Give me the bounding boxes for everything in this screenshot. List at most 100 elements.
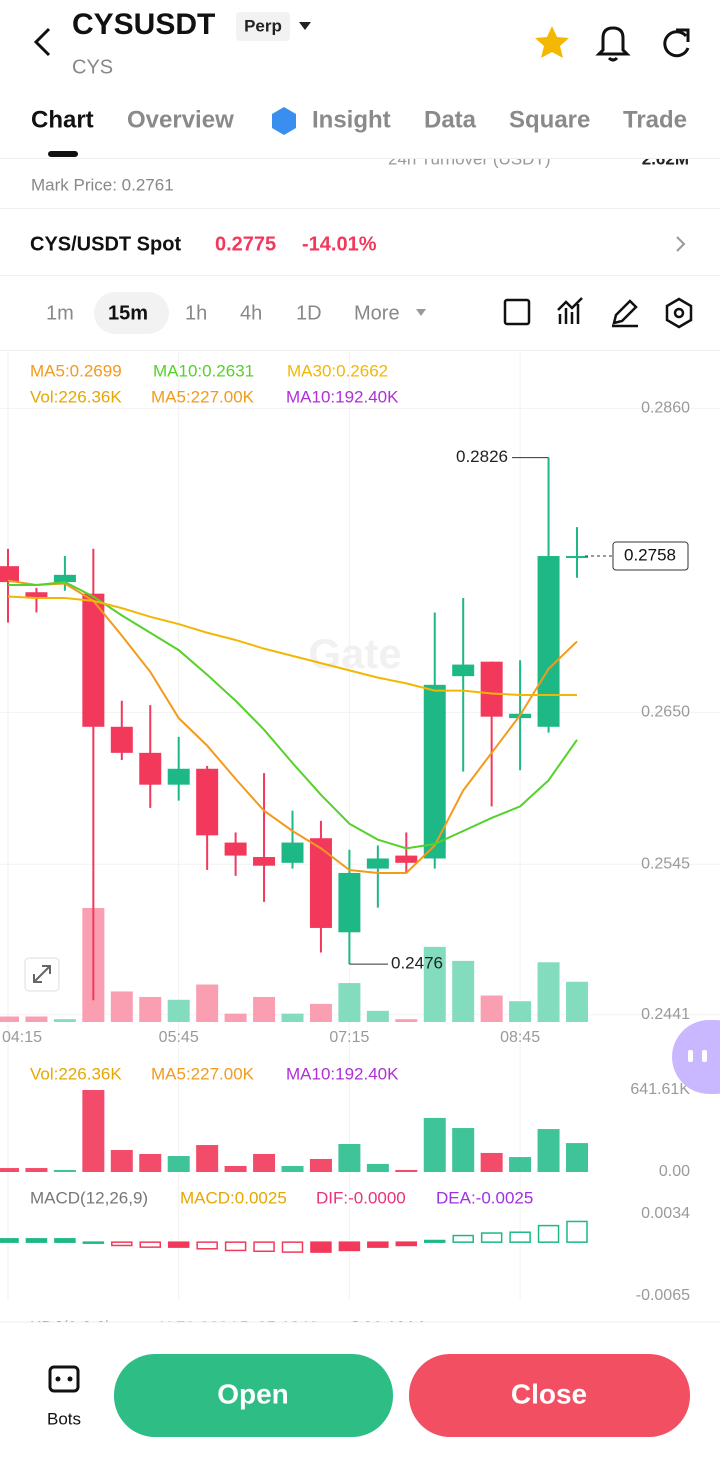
candle-body <box>82 593 105 727</box>
legend-text: DIF:-0.0000 <box>316 1188 406 1207</box>
macd-bar <box>82 1241 105 1244</box>
last-price-box <box>612 541 689 571</box>
bots-eye <box>55 1376 61 1382</box>
legend-text: MACD(12,26,9) <box>30 1188 148 1207</box>
volume-bar <box>167 1156 190 1172</box>
favorite-star[interactable] <box>535 26 569 58</box>
volume-bar <box>110 1150 133 1172</box>
expand-icon <box>33 965 51 983</box>
close-button[interactable] <box>409 1354 690 1437</box>
candle-body <box>53 574 76 583</box>
candle-body <box>423 684 446 859</box>
interval[interactable]: 1m <box>46 302 74 324</box>
volume-overlay-bar <box>338 983 361 1022</box>
volume-overlay-bar <box>167 999 190 1022</box>
perp-badge[interactable] <box>236 12 290 41</box>
volume-bar <box>53 1169 76 1172</box>
volume-bar <box>338 1144 361 1172</box>
macd-bar <box>566 1220 588 1243</box>
tab[interactable]: Data <box>424 106 477 133</box>
last-price: 0.2758 <box>624 546 676 565</box>
open-button[interactable] <box>114 1354 393 1437</box>
bots-label[interactable]: Bots <box>47 1409 81 1428</box>
legend-text: MA30:0.2662 <box>287 361 388 380</box>
bubble-eye <box>688 1050 693 1062</box>
tab[interactable]: Square <box>509 106 590 133</box>
macd-bar <box>25 1238 48 1243</box>
tab[interactable]: Insight <box>312 106 391 133</box>
candle-body <box>452 664 475 677</box>
bots-icon[interactable] <box>48 1365 80 1393</box>
legend-text: MA10:192.40K <box>286 1064 399 1083</box>
legend-text: MA5:0.2699 <box>30 361 122 380</box>
volume-bar <box>566 1143 588 1172</box>
candle-body <box>366 858 389 869</box>
candle-body <box>480 661 503 717</box>
volume-overlay-bar <box>480 995 503 1022</box>
interval[interactable]: 4h <box>240 302 262 324</box>
chevron[interactable] <box>676 236 686 252</box>
ma-line <box>7 579 578 874</box>
interval[interactable]: 1D <box>296 302 322 324</box>
low-label: 0.2476 <box>391 954 443 973</box>
macd-bar <box>367 1241 389 1248</box>
volume-bar <box>509 1157 532 1172</box>
indicator-icon[interactable] <box>557 297 583 324</box>
insight-icon <box>272 107 296 135</box>
bots-eye <box>67 1376 73 1382</box>
macd-bar <box>509 1231 531 1243</box>
alert-bell[interactable] <box>595 26 631 62</box>
volume-bar <box>281 1165 304 1172</box>
volume-overlay-bar <box>423 946 446 1022</box>
tab-underline <box>48 151 78 157</box>
macd-bar <box>253 1241 275 1253</box>
bubble-eye <box>702 1050 707 1062</box>
macd-bar <box>0 1238 19 1243</box>
candle-body <box>338 872 361 933</box>
draw-icon[interactable] <box>612 299 638 328</box>
assistant-bubble[interactable] <box>672 1020 720 1094</box>
perp-text: Perp <box>244 16 282 35</box>
settings-icon-core <box>673 307 685 319</box>
interval[interactable]: 15m <box>108 302 148 324</box>
close-label: Close <box>511 1378 587 1409</box>
volume-bar <box>395 1169 418 1172</box>
volume-overlay-bar <box>196 984 219 1022</box>
volume-bar <box>139 1153 162 1172</box>
volume-overlay-bar <box>309 1003 332 1022</box>
volume-overlay-bar <box>509 1001 532 1022</box>
macd-bar <box>338 1241 361 1252</box>
settings-icon[interactable] <box>665 297 693 329</box>
ma-line <box>7 595 577 696</box>
macd-bar <box>537 1224 560 1243</box>
base-asset: CYS <box>72 56 113 78</box>
more-arrow[interactable] <box>416 309 426 316</box>
volume-overlay-bar <box>537 962 560 1022</box>
chart-type-icon[interactable] <box>503 298 531 326</box>
volume-tick-label: 641.61K <box>630 1081 690 1098</box>
tab[interactable]: Trade <box>623 106 687 133</box>
volume-bar <box>224 1165 247 1172</box>
open-label: Open <box>217 1378 289 1409</box>
volume-overlay-bar <box>0 1016 19 1022</box>
macd-bar <box>310 1241 332 1253</box>
volume-overlay-bar <box>366 1010 389 1022</box>
volume-overlay-bar <box>281 1013 304 1022</box>
back-button[interactable] <box>33 27 51 57</box>
spot-pair[interactable]: CYS/USDT Spot <box>30 233 181 255</box>
macd-bar <box>196 1241 218 1250</box>
share-icon[interactable] <box>663 28 690 58</box>
tab[interactable]: Overview <box>127 106 234 133</box>
tab[interactable]: Chart <box>31 106 94 133</box>
candle-body <box>196 768 219 836</box>
interval[interactable]: 1h <box>185 302 207 324</box>
candle-body <box>0 566 19 583</box>
interval[interactable]: More <box>354 302 400 324</box>
volume-overlay-bar <box>452 960 475 1022</box>
macd-tick-label: -0.0065 <box>636 1287 690 1304</box>
legend-text: Vol:226.36K <box>30 387 122 406</box>
macd-tick-label: 0.0034 <box>641 1205 690 1222</box>
x-tick-label: 07:15 <box>329 1029 369 1046</box>
volume-bar <box>0 1168 19 1172</box>
dropdown-icon[interactable] <box>299 22 311 30</box>
